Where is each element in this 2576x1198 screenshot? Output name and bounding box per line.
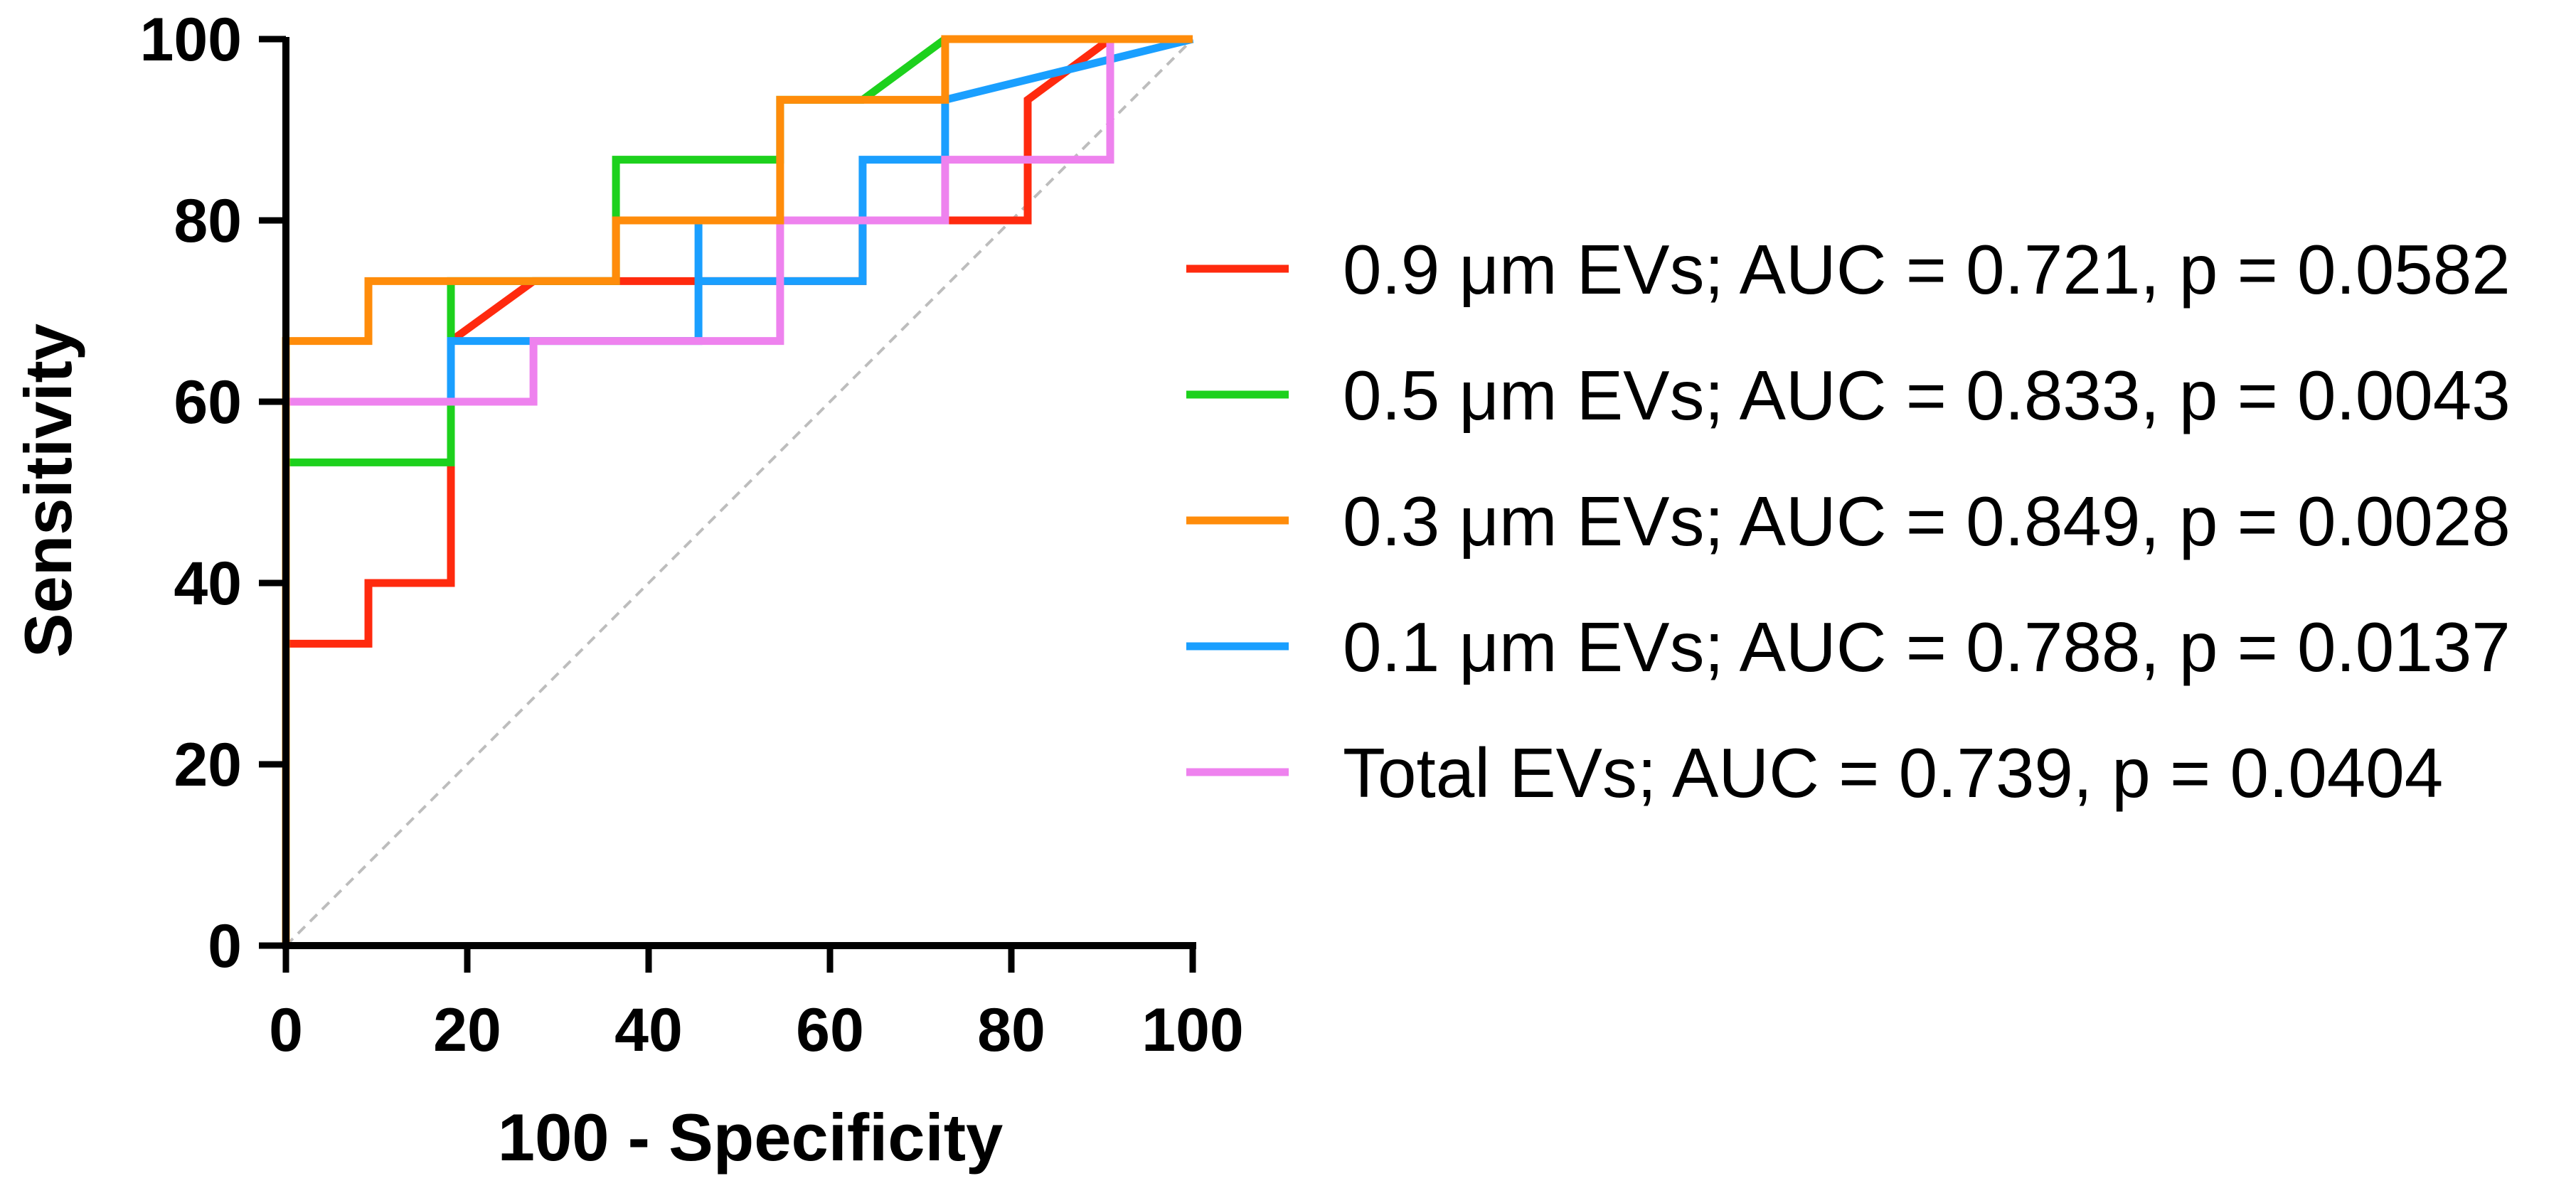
x-tick-label: 0 — [269, 996, 303, 1064]
y-tick-label: 60 — [174, 368, 242, 437]
y-tick-label: 20 — [174, 731, 242, 799]
series-line-3 — [282, 35, 1193, 946]
legend-label-1: 0.9 μm EVs; AUC = 0.721, p = 0.0582 — [1343, 230, 2511, 309]
x-tick-label: 20 — [433, 996, 501, 1064]
x-tick-label: 60 — [796, 996, 864, 1064]
x-tick-label: 80 — [977, 996, 1045, 1064]
y-tick-label: 40 — [174, 550, 242, 618]
legend-label-2: 0.5 μm EVs; AUC = 0.833, p = 0.0043 — [1343, 356, 2511, 434]
y-tick-label: 80 — [174, 187, 242, 255]
legend-label-4: 0.1 μm EVs; AUC = 0.788, p = 0.0137 — [1343, 608, 2511, 686]
reference-line — [284, 38, 1194, 947]
y-tick-label: 100 — [140, 6, 243, 74]
y-axis-title: Sensitivity — [11, 323, 85, 658]
axes: 0 20 40 60 80 100 0 20 40 60 80 100 — [140, 6, 1244, 1064]
legend-label-5: Total EVs; AUC = 0.739, p = 0.0404 — [1343, 734, 2443, 812]
x-axis-title: 100 - Specificity — [498, 1100, 1004, 1175]
legend: 0.9 μm EVs; AUC = 0.721, p = 0.0582 0.5 μ… — [1186, 230, 2511, 812]
legend-label-3: 0.3 μm EVs; AUC = 0.849, p = 0.0028 — [1343, 482, 2511, 560]
x-tick-label: 100 — [1141, 996, 1244, 1064]
plot-area — [282, 35, 1194, 947]
y-tick-label: 0 — [208, 912, 242, 980]
series-line-2 — [282, 35, 1193, 946]
x-tick-label: 40 — [614, 996, 683, 1064]
